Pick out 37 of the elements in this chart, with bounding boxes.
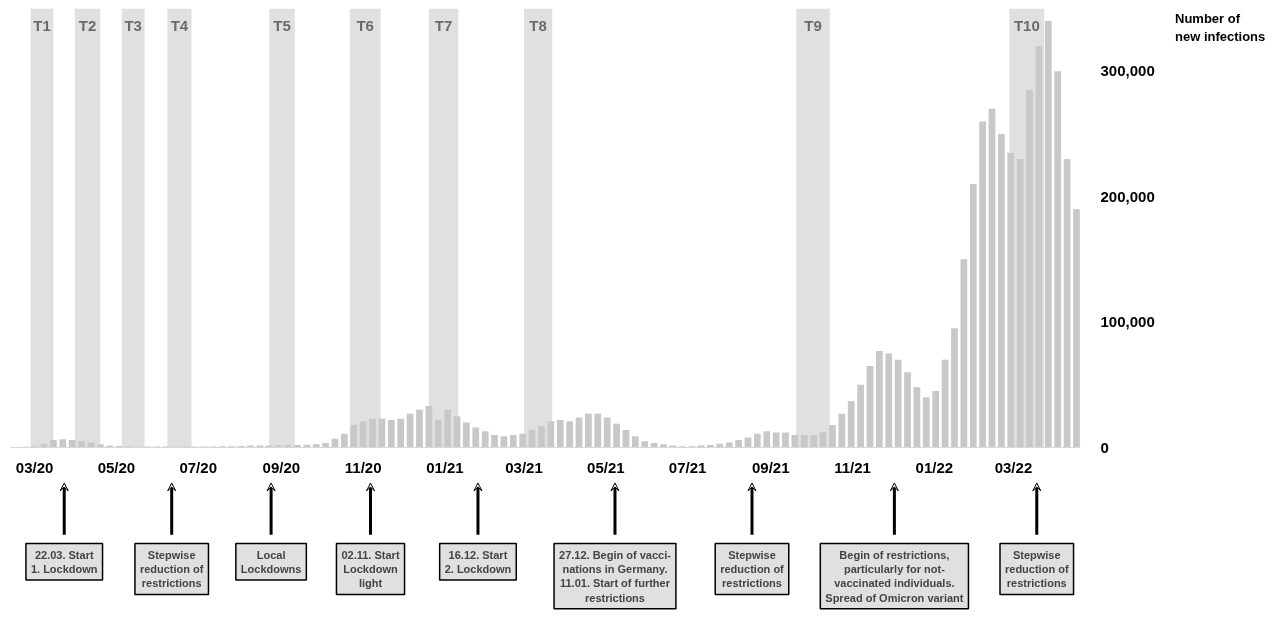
- text: 02.11. Start Lockdown light: [341, 548, 400, 590]
- text: Stepwise reduction of restrictions: [139, 548, 204, 590]
- text: 22.03. Start 1. Lockdown: [30, 548, 98, 576]
- text: 27.12. Begin of vacci- nations in Germany. 11.01. Start of further restrictions: [559, 548, 672, 604]
- x-tick-label: 05/20: [97, 458, 136, 476]
- x-tick-label: 11/20: [344, 458, 382, 476]
- band-label: T4: [170, 16, 189, 34]
- band-label: T9: [804, 16, 822, 34]
- text: Local Lockdowns: [240, 548, 302, 576]
- y-tick-label: 100,000: [1100, 313, 1155, 331]
- x-tick-label: 03/21: [505, 458, 543, 476]
- band-label: T6: [356, 16, 374, 34]
- x-tick-label: 01/21: [426, 458, 464, 476]
- y-axis-title: Number of new infections: [1175, 10, 1266, 46]
- x-tick-label: 09/20: [262, 458, 301, 476]
- x-tick-label: 09/21: [751, 458, 790, 476]
- x-tick-label: 07/21: [668, 458, 707, 476]
- y-tick-label: 300,000: [1100, 62, 1155, 80]
- text: 16.12. Start 2. Lockdown: [444, 548, 512, 576]
- x-tick-label: 03/20: [15, 458, 54, 476]
- x-tick-label: 07/20: [179, 458, 217, 476]
- band-label: T8: [529, 16, 547, 34]
- y-tick-label: 0: [1100, 438, 1109, 456]
- x-tick-label: 01/22: [915, 458, 954, 476]
- x-tick-label: 05/21: [587, 458, 625, 476]
- band-label: T2: [78, 16, 97, 34]
- band-label: T1: [33, 16, 51, 34]
- x-tick-label: 11/21: [834, 458, 871, 476]
- text: Stepwise reduction of restrictions: [720, 548, 785, 590]
- band-label: T10: [1013, 16, 1040, 34]
- x-tick-label: 03/22: [994, 458, 1033, 476]
- band-label: T5: [273, 16, 291, 34]
- band-label: T7: [434, 16, 453, 34]
- text: Stepwise reduction of restrictions: [1004, 548, 1069, 590]
- text: Begin of restrictions, particularly for not- vaccinated individuals. Spread of Omicron variant: [825, 548, 964, 604]
- band-label: T3: [124, 16, 142, 34]
- y-tick-label: 200,000: [1100, 187, 1155, 205]
